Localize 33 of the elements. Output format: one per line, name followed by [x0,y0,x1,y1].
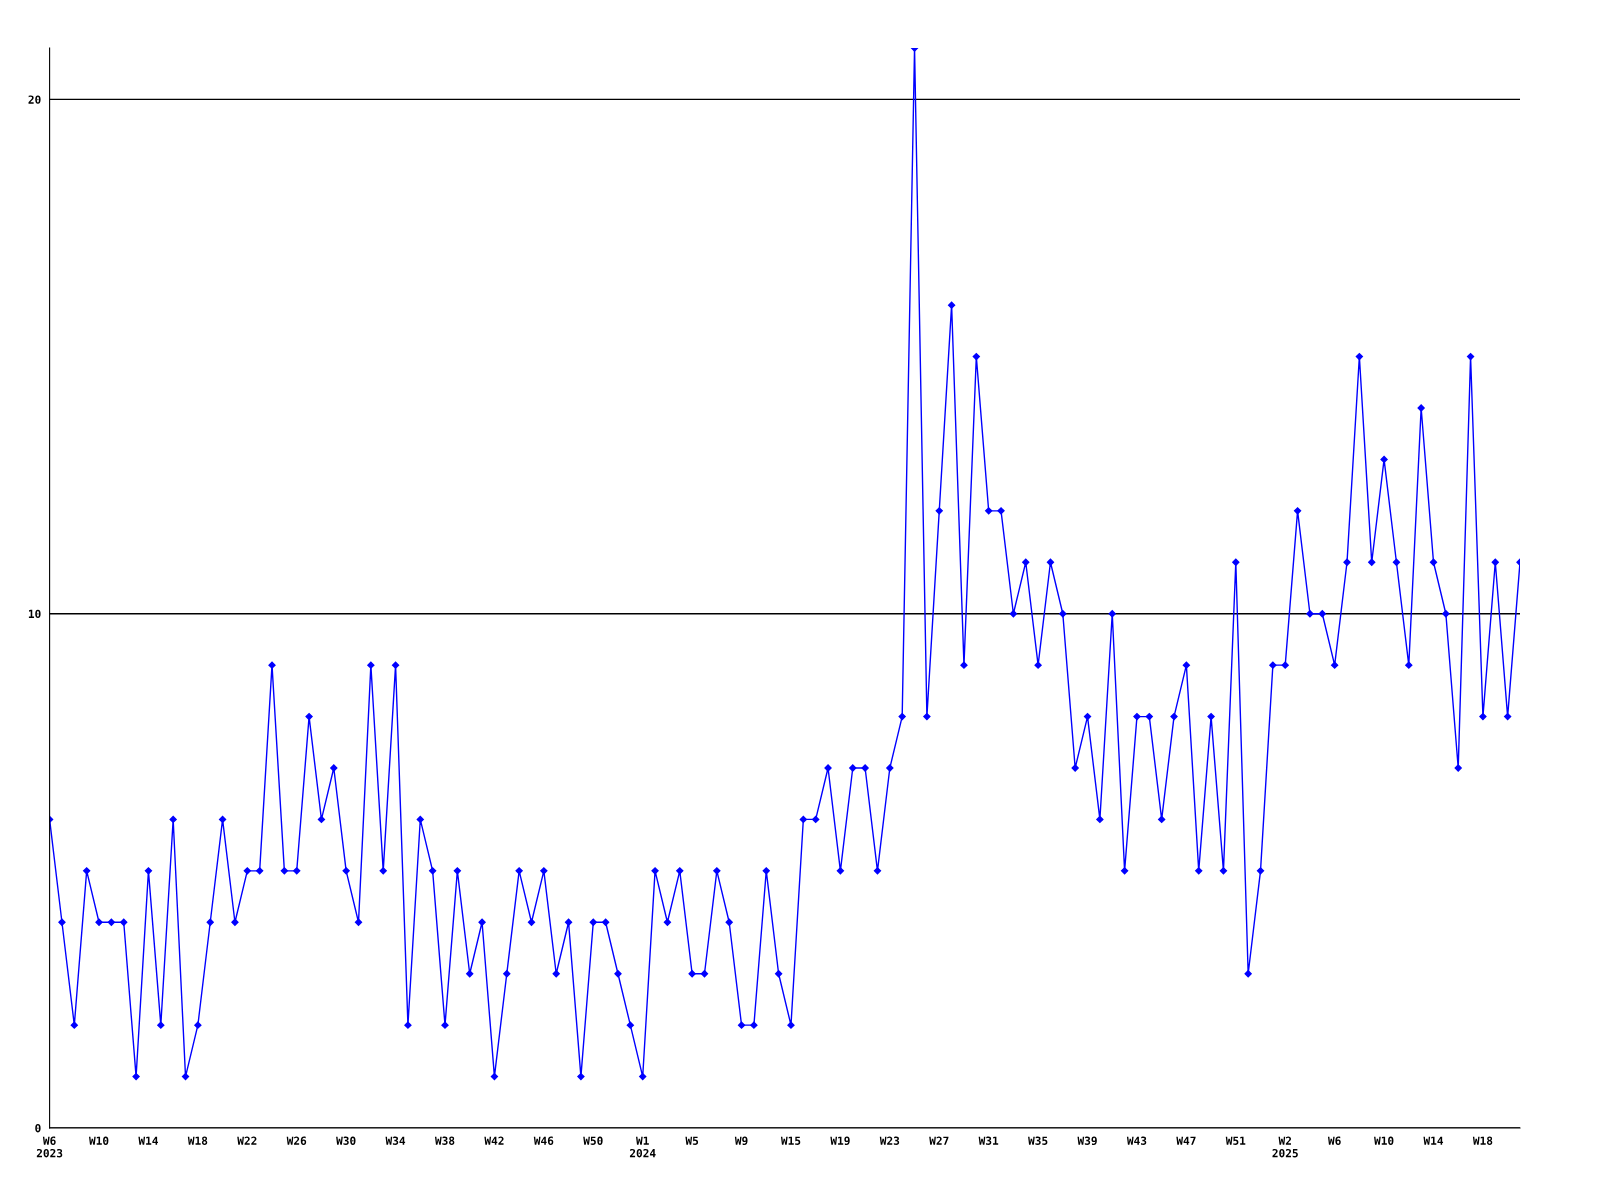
x-tick-label: W6 2023 [36,1136,63,1158]
x-tick-label: W34 [385,1136,406,1145]
y-tick-label: 0 [35,1123,41,1133]
x-tick-label: W39 [1077,1136,1097,1145]
x-tick-label: W18 [187,1136,208,1145]
x-tick-label: W10 [88,1136,109,1145]
x-tick-label: W14 [138,1136,158,1145]
x-tick-label: W9 [734,1136,748,1145]
x-tick-label: W15 [780,1136,801,1145]
x-tick-label: W5 [685,1136,699,1145]
x-tick-label: W31 [978,1136,999,1145]
x-tick-label: W47 [1176,1136,1196,1145]
y-tick-label: 20 [28,95,41,104]
x-tick-label: W50 [583,1136,603,1145]
x-tick-label: W14 [1423,1136,1444,1145]
x-tick-label: W38 [434,1136,455,1145]
x-tick-label: W19 [830,1136,850,1145]
x-tick-label: W27 [929,1136,949,1145]
x-tick-label: W35 [1028,1136,1048,1145]
x-tick-label: W22 [237,1136,257,1145]
x-tick-label: W6 [1327,1136,1341,1145]
x-tick-label: W2 2025 [1272,1136,1298,1158]
x-tick-label: W51 [1225,1136,1246,1145]
x-tick-label: W18 [1472,1136,1493,1145]
x-tick-label: W26 [286,1136,307,1145]
x-tick-label: W10 [1374,1136,1394,1145]
x-tick-label: W1 2024 [629,1136,656,1158]
x-tick-label: W42 [484,1136,504,1145]
x-tick-label: W23 [879,1136,900,1145]
x-tick-label: W30 [336,1136,356,1145]
y-tick-label: 10 [28,609,41,619]
x-tick-label: W46 [533,1136,554,1145]
x-tick-label: W43 [1126,1136,1147,1145]
